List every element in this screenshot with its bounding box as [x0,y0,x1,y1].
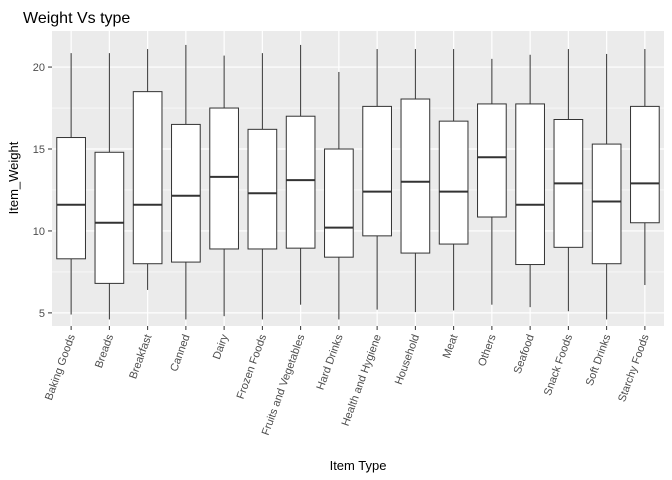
x-tick-label: Others [476,332,499,368]
iqr-box [209,107,239,250]
box-11 [477,58,507,305]
iqr-box [247,128,278,250]
chart-title: Weight Vs type [23,10,130,27]
x-tick-label: Breads [93,332,116,369]
box-series [56,44,660,320]
box-8 [362,49,392,310]
x-tick-label: Seafood [512,333,537,376]
x-axis-ticks: Baking Goods Breads Breakfast Canned Dairy Fr… [43,326,652,437]
box-13 [553,49,584,312]
box-15 [630,49,660,286]
box-12 [515,54,545,308]
x-tick-label: Canned [168,333,192,373]
iqr-box [630,105,660,224]
box-1 [94,53,125,320]
box-14 [591,53,622,320]
y-tick-label: 20 [33,62,45,74]
y-tick-label: 15 [33,144,45,156]
box-4 [209,55,239,317]
x-tick-label: Frozen Foods [235,332,270,400]
iqr-box [285,115,316,249]
box-6 [285,44,316,305]
box-3 [171,44,201,320]
x-tick-label: Starchy Foods [616,332,652,403]
x-tick-label: Meat [441,333,461,360]
box-7 [324,71,354,320]
box-10 [438,49,469,311]
x-tick-label: Hard Drinks [315,332,346,391]
x-tick-label: Breakfast [127,333,154,381]
y-axis-title: Item_Weight [6,141,21,214]
box-9 [400,49,431,313]
iqr-box [400,98,431,254]
x-tick-label: Soft Drinks [584,332,614,387]
iqr-box [438,120,469,245]
x-axis-title: Item Type [330,458,387,473]
iqr-box [324,148,354,258]
iqr-box [132,91,163,265]
y-tick-label: 10 [33,226,45,238]
iqr-box [477,103,507,218]
iqr-box [591,143,622,265]
x-tick-label: Household [393,333,422,387]
iqr-box [515,103,545,266]
y-tick-label: 5 [39,308,45,320]
iqr-box [94,151,125,284]
x-tick-label: Fruits and Vegetables [260,332,308,437]
x-tick-label: Health and Hygiene [340,333,384,428]
x-tick-label: Snack Foods [542,332,575,397]
iqr-box [171,123,201,263]
x-tick-label: Dairy [211,332,231,361]
iqr-box [362,105,392,237]
box-5 [247,53,278,320]
y-axis-ticks: 5 10 15 20 [33,62,52,320]
box-0 [56,53,86,315]
x-tick-label: Baking Goods [43,332,78,402]
iqr-box [56,137,86,260]
box-2 [132,49,163,290]
